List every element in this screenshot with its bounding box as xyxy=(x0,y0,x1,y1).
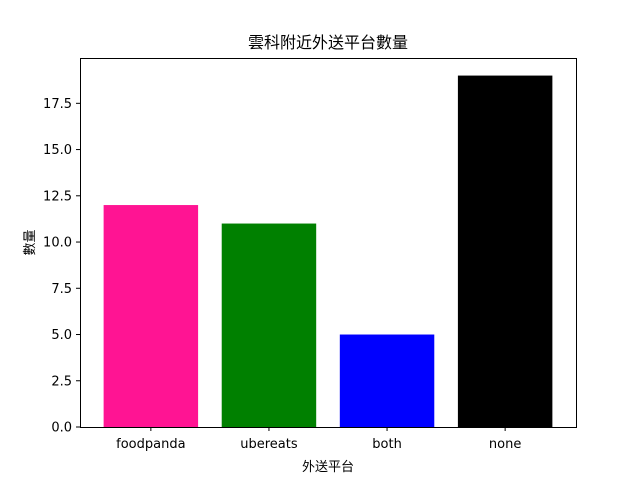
x-axis-ticks: foodpanda ubereats both none xyxy=(116,427,521,452)
bar-both xyxy=(339,334,435,427)
x-tick-label: both xyxy=(372,437,402,452)
x-tick-label: none xyxy=(489,437,521,452)
bar-ubereats xyxy=(221,223,317,427)
y-axis-ticks: 0.0 2.5 5.0 7.5 10.0 12.5 15.0 17.5 xyxy=(43,97,80,436)
y-tick-label: 0.0 xyxy=(51,421,72,436)
y-tick-label: 7.5 xyxy=(51,282,72,297)
bar-none xyxy=(457,75,553,428)
y-axis-title: 數量 xyxy=(23,229,38,255)
y-tick-label: 17.5 xyxy=(43,97,72,112)
x-tick-label: ubereats xyxy=(240,437,298,452)
bars-layer xyxy=(103,75,553,428)
plot-area-frame xyxy=(80,58,577,428)
x-tick-label: foodpanda xyxy=(116,437,185,452)
bar-foodpanda xyxy=(103,205,199,427)
y-tick-label: 5.0 xyxy=(51,328,72,343)
y-tick-label: 15.0 xyxy=(43,143,72,158)
y-tick-label: 12.5 xyxy=(43,189,72,204)
y-tick-label: 2.5 xyxy=(51,374,72,389)
chart-title: 雲科附近外送平台數量 xyxy=(248,33,408,52)
x-axis-title: 外送平台 xyxy=(302,460,354,475)
y-tick-label: 10.0 xyxy=(43,236,72,251)
